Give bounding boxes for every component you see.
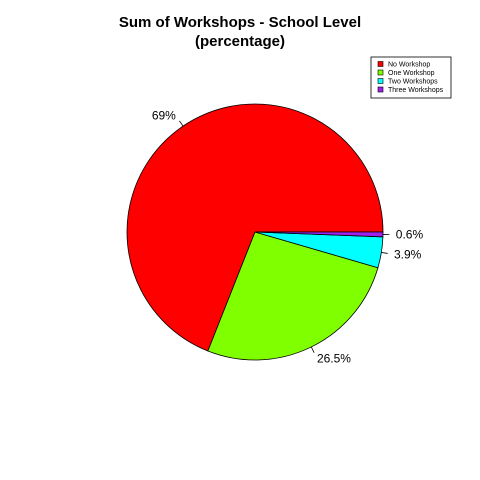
legend-label: Two Workshops	[388, 79, 438, 86]
legend-swatch	[377, 61, 384, 67]
legend-label: One Workshop	[388, 70, 435, 77]
slice-label-tick	[310, 346, 315, 353]
slice-label-tick	[179, 120, 184, 127]
legend-swatch	[377, 86, 384, 93]
slice-value-label: 3.9%	[394, 247, 422, 261]
slice-value-label: 0.6%	[396, 228, 424, 242]
legend-swatch	[377, 78, 384, 84]
legend-box	[370, 56, 452, 99]
legend-label: No Workshop	[388, 62, 430, 69]
slice-labels: 69% 26.5% 3.9% 0.6%	[152, 109, 424, 366]
slice-label-tick	[381, 252, 388, 254]
legend-label: Three Workshops	[388, 87, 444, 94]
pie-slice-no-workshop	[126, 103, 384, 352]
pie-slices	[126, 103, 384, 361]
chart-subtitle: (percentage)	[195, 33, 285, 50]
chart-title: Sum of Workshops - School Level	[119, 14, 361, 31]
slice-value-label: 26.5%	[317, 351, 351, 365]
legend-swatch	[377, 69, 384, 76]
slice-value-label: 69%	[152, 109, 176, 123]
pie-slice-three-workshops	[254, 231, 384, 238]
pie-slice-one-workshop	[207, 231, 379, 361]
